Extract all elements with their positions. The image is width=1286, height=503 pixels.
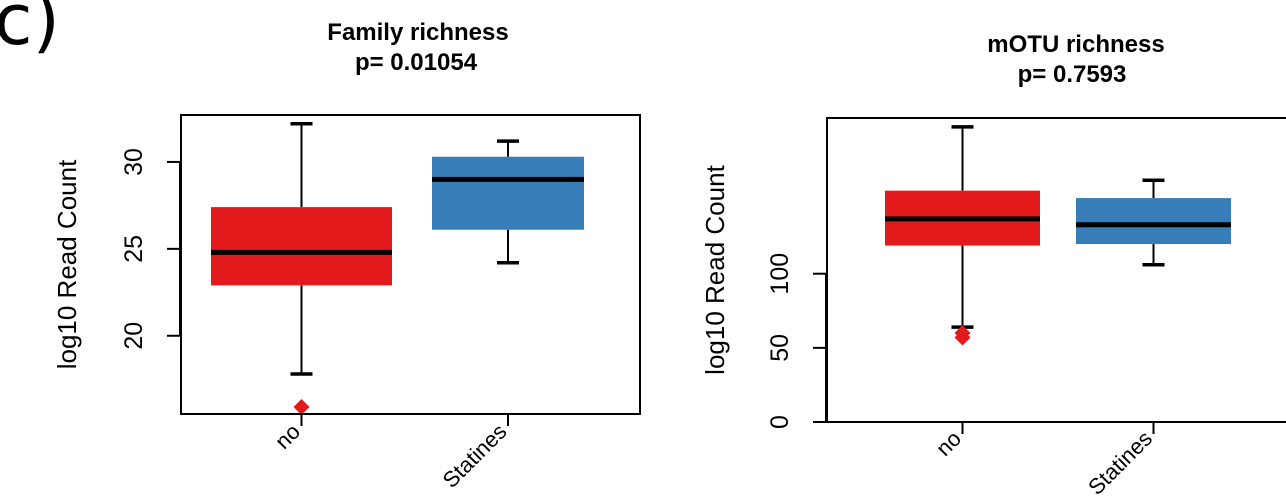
y-tick-label: 25 xyxy=(120,235,148,263)
box-no xyxy=(211,121,392,416)
y-axis-label: log10 Read Count xyxy=(52,159,82,369)
box-body xyxy=(1076,198,1231,245)
x-tick-label: no xyxy=(270,419,305,454)
y-tick-label: 50 xyxy=(766,334,794,362)
x-tick-label: no xyxy=(931,426,966,461)
box-body xyxy=(432,156,584,230)
panel-label: c) xyxy=(0,0,60,61)
chart-subtitle: p= 0.7593 xyxy=(1018,61,1127,88)
x-tick-label: Statines xyxy=(1083,426,1157,500)
chart-title: mOTU richness xyxy=(987,31,1164,58)
family-richness-chart: Family richness p= 0.01054 log10 Read Coun… xyxy=(52,19,641,493)
box-statines xyxy=(1076,178,1231,267)
y-tick-label: 30 xyxy=(120,148,148,176)
y-tick-label: 20 xyxy=(120,322,148,350)
y-axis-label: log10 Read Count xyxy=(700,164,730,374)
plot-frame xyxy=(826,117,1286,423)
y-tick-label: 100 xyxy=(766,253,794,295)
chart-subtitle: p= 0.01054 xyxy=(355,49,478,76)
y-tick-label: 0 xyxy=(766,415,794,429)
box-no xyxy=(885,125,1040,346)
chart-title: Family richness xyxy=(327,19,508,46)
outlier-point xyxy=(954,325,971,342)
box-body xyxy=(211,207,392,286)
outlier-point xyxy=(293,399,310,416)
motu-richness-chart: mOTU richness p= 0.7593 log10 Read Count no… xyxy=(700,31,1286,500)
box-statines xyxy=(432,139,584,265)
x-tick-label: Statines xyxy=(438,419,512,493)
